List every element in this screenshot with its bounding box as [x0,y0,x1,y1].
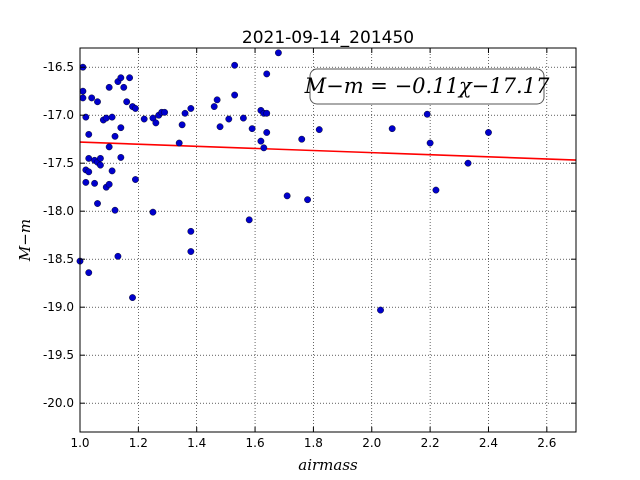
data-point [94,200,101,207]
data-point [485,129,492,136]
x-tick-label: 1.2 [129,436,148,450]
data-point [132,176,139,183]
data-point [152,119,160,127]
data-point [423,110,431,118]
data-point [304,196,311,204]
x-tick-label: 2.6 [537,436,556,450]
x-tick-label: 2.2 [421,436,440,450]
data-point [111,132,119,140]
data-point [263,109,271,117]
data-point [85,168,93,176]
data-point [79,94,87,102]
annotation-box: M−m = −0.11χ−17.17 [304,68,550,105]
data-point [123,98,131,106]
data-point [108,167,116,175]
fit-line-group [79,141,577,161]
data-point [91,179,98,187]
data-point [263,129,271,136]
y-tick-label: -19.5 [43,348,74,362]
data-point [120,83,128,91]
data-point [126,74,134,82]
annotation-frame [309,68,545,105]
fit-line [79,141,577,161]
data-point [388,125,396,133]
data-point [464,159,472,167]
x-tick-label: 2.4 [479,436,498,450]
data-point [88,94,96,102]
data-point [175,139,183,147]
data-point [117,124,125,132]
data-point [298,135,306,143]
data-point [178,121,186,129]
data-point [187,227,195,235]
data-point [377,306,384,314]
data-point [102,114,110,122]
data-point [85,269,93,277]
chart-title: 2021-09-14_201450 [242,28,414,48]
data-point [283,192,291,200]
x-tick-label: 1.6 [246,436,265,450]
data-point [187,248,195,255]
data-point [225,115,233,123]
y-tick-label: -20.0 [43,396,74,410]
x-tick-label: 1.4 [187,436,206,450]
annotation-text: M−m = −0.11χ−17.17 [304,74,550,98]
data-point [94,98,101,106]
data-point [117,154,125,161]
y-tick-label: -17.5 [43,156,74,170]
data-point [231,61,239,69]
plot-background [80,48,576,432]
data-point [210,103,218,110]
data-point [105,180,113,188]
y-axis-label: M−m [16,219,34,262]
x-tick-label: 1.0 [70,436,89,450]
data-point [216,123,224,131]
data-point [97,154,104,162]
data-point [85,130,93,138]
grid [80,48,576,432]
data-point [114,252,122,260]
data-point [257,137,265,145]
data-point [129,294,136,301]
data-point [140,115,148,123]
x-tick-label: 2.0 [362,436,381,450]
data-point [315,126,323,134]
y-tick-label: -18.5 [43,252,74,266]
data-point [187,105,195,112]
data-point [132,105,139,112]
y-tick-label: -17.0 [43,108,74,122]
data-point [245,216,253,224]
data-point [117,74,125,82]
data-point [432,186,440,194]
data-point [274,49,282,57]
data-point [79,87,87,95]
data-point [426,139,434,147]
data-point [82,178,90,186]
data-point [231,91,239,99]
data-points [76,49,492,314]
data-point [85,154,93,162]
data-point [105,83,113,91]
data-point [263,70,271,78]
y-tick-label: -19.0 [43,300,74,314]
data-point [239,114,247,122]
x-axis-label: airmass [298,456,358,474]
data-point [105,143,113,151]
data-point [97,161,104,169]
y-tick-label: -16.5 [43,60,74,74]
axis-ticks: 1.0 1.2 1.4 1.6 1.8 2.0 2.2 2.4 2.6 -16.5 -17.0 -17… [43,48,576,450]
data-point [248,125,256,133]
data-point [260,144,268,152]
x-tick-label: 1.8 [304,436,323,450]
data-point [213,96,221,104]
data-point [108,113,116,121]
y-tick-label: -18.0 [43,204,74,218]
data-point [149,208,157,216]
data-point [181,109,189,117]
data-point [111,206,119,214]
plot-frame [79,47,577,433]
data-point [161,108,169,116]
